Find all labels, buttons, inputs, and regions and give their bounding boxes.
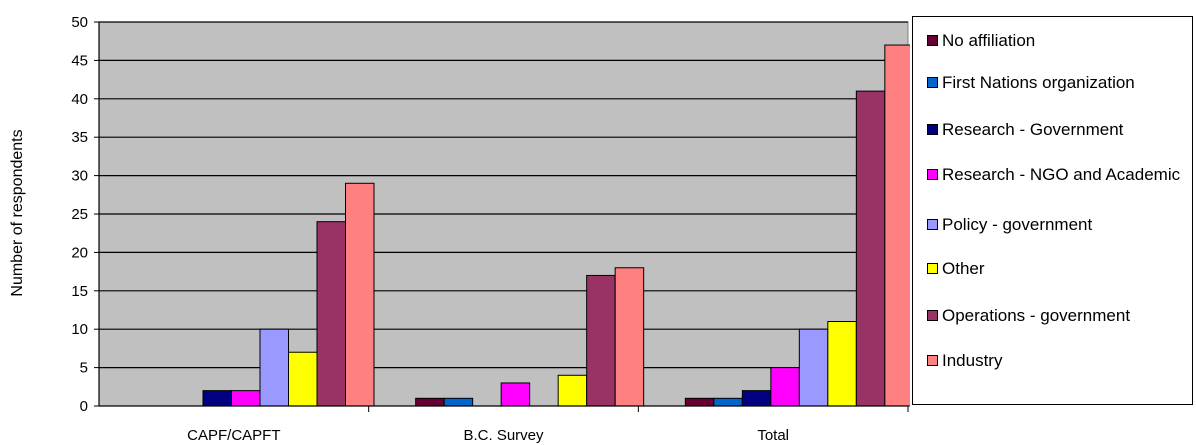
bar — [770, 367, 800, 407]
bar — [741, 390, 772, 407]
legend-swatch — [927, 263, 938, 274]
bar — [202, 390, 232, 407]
y-tick-label: 0 — [80, 398, 88, 415]
legend-label: Operations - government — [942, 306, 1131, 325]
bar — [259, 328, 289, 407]
bar — [855, 90, 886, 407]
bar — [345, 182, 375, 407]
legend-label: Other — [942, 259, 985, 278]
y-tick-label: 5 — [80, 360, 88, 377]
bar — [500, 382, 531, 407]
bar — [684, 397, 715, 407]
bar — [586, 274, 616, 407]
y-tick-label: 20 — [71, 244, 88, 261]
bar — [316, 221, 346, 407]
bar — [288, 351, 318, 407]
y-tick-label: 45 — [71, 52, 88, 69]
bar — [884, 44, 910, 407]
legend-swatch — [927, 219, 938, 230]
x-category-label: B.C. Survey — [463, 427, 544, 444]
bar — [798, 328, 829, 407]
legend: No affiliation First Nations organization… — [912, 16, 1193, 405]
x-category-label: Total — [757, 427, 789, 444]
legend-swatch — [927, 169, 938, 180]
bar — [557, 374, 588, 407]
y-tick-label: 35 — [71, 129, 88, 146]
legend-swatch — [927, 77, 938, 88]
y-axis-title: Number of respondents — [9, 129, 26, 296]
bar — [443, 397, 474, 407]
legend-swatch — [927, 310, 938, 321]
y-tick-label: 50 — [71, 14, 88, 31]
plot-area: 0 5 10 15 20 25 30 35 40 45 50 CAPF/CAPFT B.C. Surve… — [71, 14, 910, 444]
legend-swatch — [927, 124, 938, 135]
legend-label: Research - Government — [942, 120, 1124, 139]
bar — [415, 397, 445, 407]
bar-chart: 0 5 10 15 20 25 30 35 40 45 50 CAPF/CAPFT B.C. Surve… — [9, 14, 910, 444]
legend-swatch — [927, 35, 938, 46]
bar — [827, 321, 857, 407]
bar — [614, 267, 645, 407]
legend-swatch — [927, 355, 938, 366]
legend-label: Policy - government — [942, 215, 1093, 234]
y-tick-label: 10 — [71, 321, 88, 338]
legend-label: Industry — [942, 351, 1003, 370]
y-tick-label: 40 — [71, 91, 88, 108]
bar — [713, 397, 743, 407]
y-tick-label: 30 — [71, 168, 88, 185]
y-tick-label: 25 — [71, 206, 88, 223]
y-tick-label: 15 — [71, 283, 88, 300]
legend-label: Research - NGO and Academic — [942, 165, 1181, 184]
legend-label: First Nations organization — [942, 73, 1135, 92]
x-category-label: CAPF/CAPFT — [187, 427, 280, 444]
legend-label: No affiliation — [942, 31, 1036, 50]
bar — [231, 390, 261, 407]
